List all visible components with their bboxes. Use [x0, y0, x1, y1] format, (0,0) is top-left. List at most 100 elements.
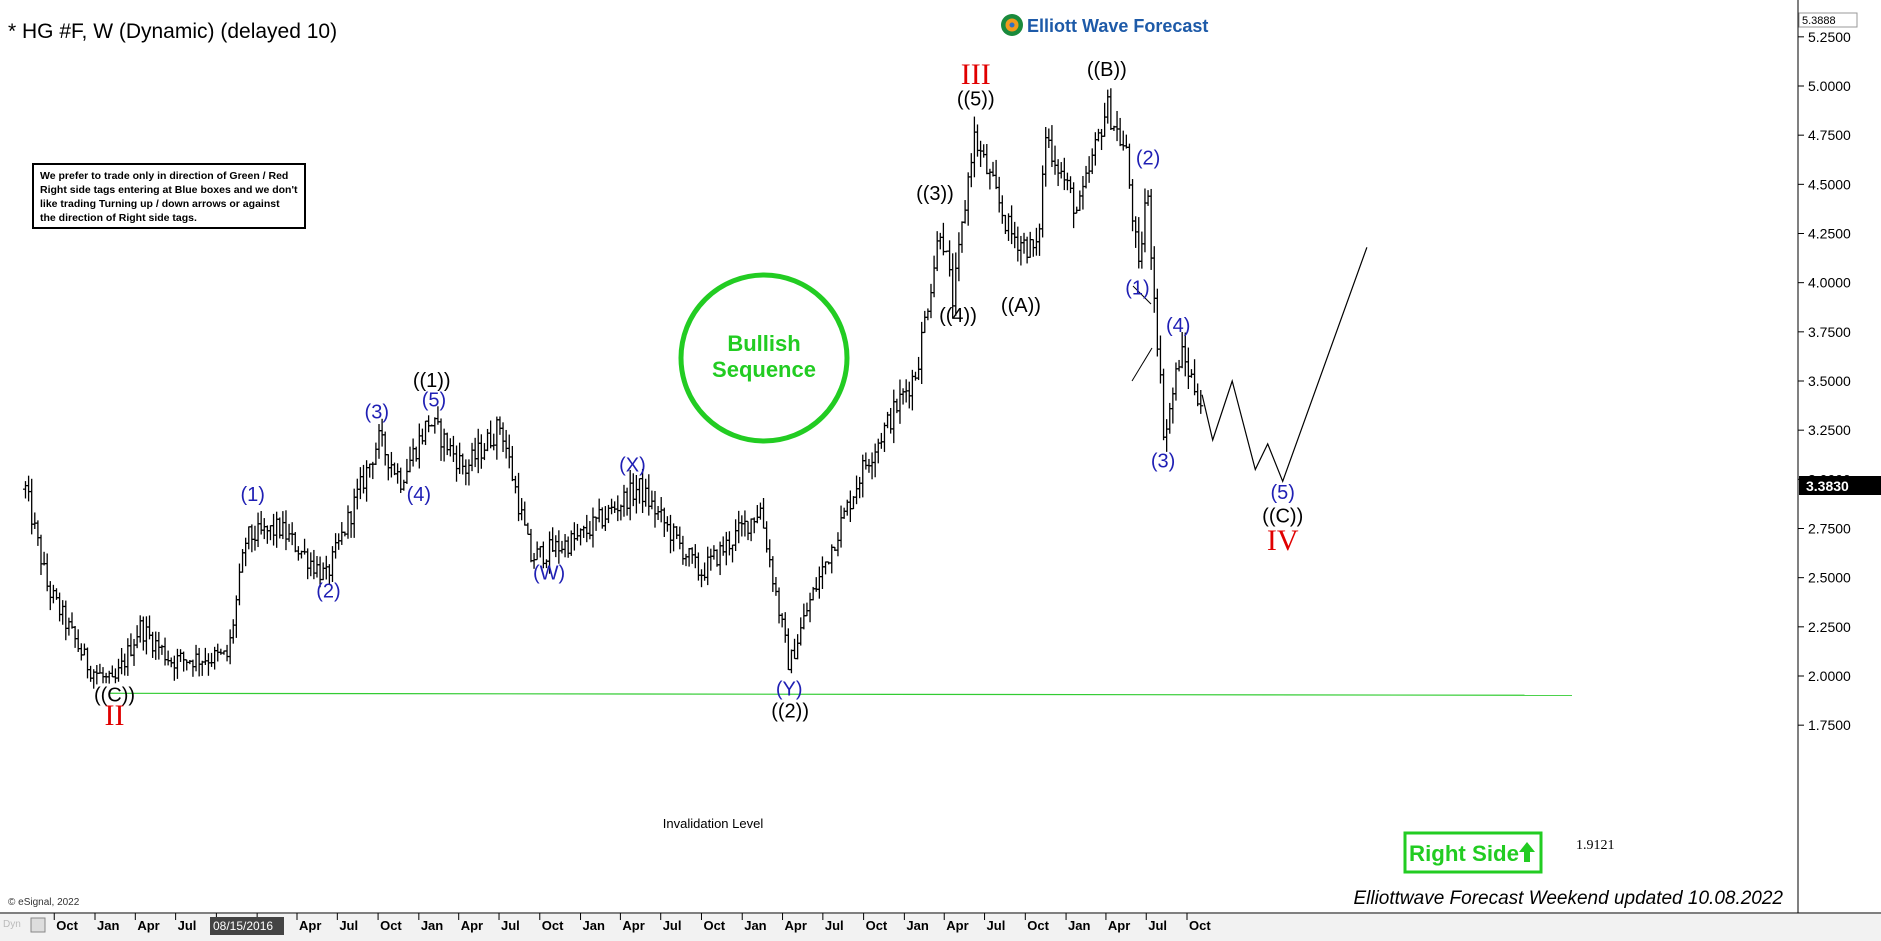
- ohlc-bar: [249, 524, 255, 553]
- ohlc-bar: [742, 510, 748, 537]
- ohlc-bar: [764, 521, 770, 553]
- ohlc-bar: [1114, 110, 1120, 142]
- ohlc-bar: [537, 546, 543, 558]
- invalidation-line: [110, 692, 1573, 696]
- ohlc-bar: [438, 418, 444, 461]
- time-tick-label: Apr: [785, 918, 807, 933]
- time-tick-label: Apr: [137, 918, 159, 933]
- ohlc-bar: [410, 438, 416, 467]
- ohlc-bar: [286, 523, 292, 542]
- ohlc-bar: [652, 490, 658, 528]
- trading-note-box: We prefer to trade only in direction of …: [32, 163, 306, 229]
- bullish-line2: Sequence: [712, 357, 816, 382]
- ohlc-bar: [519, 498, 525, 521]
- ohlc-bar: [776, 587, 782, 624]
- ohlc-bar: [1151, 246, 1157, 313]
- ohlc-bar: [1179, 332, 1185, 369]
- ohlc-bar: [788, 649, 794, 674]
- ohlc-bar: [1099, 128, 1105, 151]
- ohlc-bar: [382, 431, 388, 466]
- ohlc-bar: [261, 518, 267, 540]
- time-tick-label: Oct: [703, 918, 725, 933]
- ohlc-bar: [184, 659, 190, 671]
- ohlc-bar: [199, 660, 205, 676]
- ohlc-bar: [798, 617, 804, 646]
- wave-label: ((3)): [916, 183, 954, 205]
- time-tick-label: Oct: [1189, 918, 1211, 933]
- wave-4-marker-line: [1132, 285, 1152, 305]
- price-tick-label: 2.0000: [1808, 668, 1851, 684]
- ohlc-bar: [996, 176, 1002, 213]
- projection-path: [1201, 247, 1368, 483]
- bullish-line1: Bullish: [727, 331, 800, 356]
- ohlc-bar: [407, 446, 413, 473]
- ohlc-bar: [962, 200, 968, 224]
- ohlc-bar: [636, 478, 642, 504]
- dyn-button[interactable]: [30, 917, 46, 933]
- ohlc-bar: [475, 428, 481, 474]
- ohlc-bar: [1092, 132, 1098, 166]
- ohlc-bar: [97, 663, 103, 674]
- ohlc-bar: [336, 533, 342, 550]
- ohlc-bar: [956, 232, 962, 282]
- ohlc-bar: [1015, 226, 1021, 262]
- wave-labels: ((C))II(1)(2)(3)(4)(5)((1))(W)(X)(Y)((2)…: [94, 58, 1303, 732]
- ohlc-bar: [1173, 362, 1179, 401]
- ohlc-bar: [205, 653, 211, 676]
- wave-label: (X): [619, 454, 646, 476]
- dyn-label: Dyn: [3, 919, 21, 930]
- ohlc-bar: [274, 511, 280, 548]
- ohlc-bar: [801, 603, 807, 630]
- price-tick-label: 5.2500: [1808, 29, 1851, 45]
- ohlc-bar: [773, 577, 779, 596]
- ohlc-bar: [816, 566, 822, 599]
- ohlc-bar: [804, 602, 810, 617]
- ohlc-bar: [35, 520, 41, 546]
- ohlc-bar: [1068, 176, 1074, 194]
- note-line-1: We prefer to trade only in direction of …: [40, 170, 289, 182]
- ohlc-bar: [376, 424, 382, 459]
- ohlc-bar: [367, 463, 373, 478]
- ohlc-bar: [993, 159, 999, 190]
- ohlc-bar: [891, 389, 897, 444]
- ohlc-bar: [224, 644, 230, 662]
- ohlc-bar: [106, 670, 112, 684]
- wave-label: ((A)): [1001, 295, 1041, 317]
- ohlc-bar: [78, 643, 84, 661]
- time-tick-label: Apr: [1108, 918, 1130, 933]
- ohlc-bar: [553, 535, 559, 558]
- ohlc-bar: [578, 528, 584, 546]
- ohlc-bar: [57, 592, 63, 622]
- ohlc-bar: [364, 460, 370, 502]
- ohlc-bar: [116, 658, 122, 682]
- ohlc-bar: [680, 535, 686, 565]
- ohlc-bar: [875, 438, 881, 464]
- ohlc-bar: [940, 222, 946, 256]
- ohlc-bar: [509, 445, 515, 482]
- ohlc-bar: [971, 116, 977, 178]
- ohlc-bar: [782, 612, 788, 643]
- ohlc-bar: [897, 379, 903, 424]
- ohlc-bar: [965, 172, 971, 226]
- ohlc-bar: [699, 569, 705, 588]
- ohlc-bar: [100, 667, 106, 684]
- ohlc-bar: [751, 517, 757, 534]
- note-line-2: Right side tags entering at Blue boxes a…: [40, 184, 298, 196]
- wave-label: ((5)): [957, 89, 995, 111]
- ohlc-bar: [497, 416, 503, 435]
- ohlc-bar: [137, 615, 143, 643]
- ohlc-bar: [745, 520, 751, 541]
- time-tick-label: Oct: [380, 918, 402, 933]
- ohlc-bar: [311, 549, 317, 580]
- ohlc-bar: [1105, 89, 1111, 124]
- ohlc-bar: [984, 144, 990, 175]
- wave-label: (1): [241, 484, 265, 506]
- ohlc-bar: [22, 481, 28, 499]
- time-tick-label: Apr: [946, 918, 968, 933]
- ohlc-bar: [351, 488, 357, 538]
- ohlc-bar: [267, 525, 273, 541]
- ohlc-bar: [1086, 156, 1092, 183]
- ohlc-bar: [1170, 387, 1176, 424]
- time-tick-label: Jul: [987, 918, 1006, 933]
- ohlc-bar: [401, 479, 407, 491]
